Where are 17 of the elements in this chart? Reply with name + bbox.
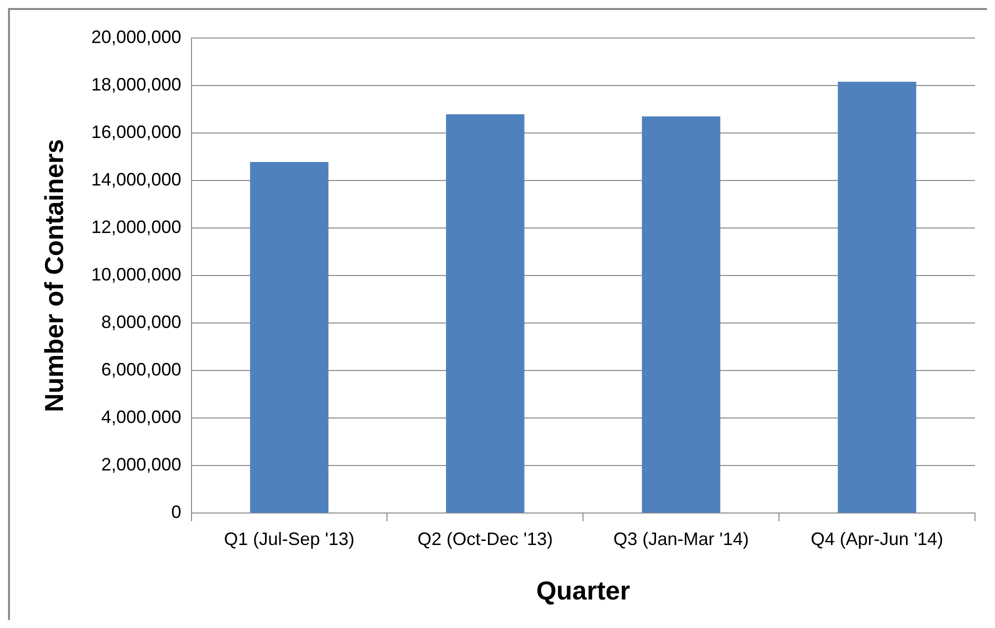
y-tick-label: 2,000,000 xyxy=(101,454,182,475)
y-tick-label: 0 xyxy=(171,502,182,522)
y-axis-title: Number of Containers xyxy=(38,139,69,412)
x-tick-label: Q4 (Apr-Jun '14) xyxy=(810,528,944,549)
y-tick-label: 18,000,000 xyxy=(91,74,182,94)
x-axis-title: Quarter xyxy=(536,576,630,606)
y-tick-label: 16,000,000 xyxy=(91,122,182,142)
y-tick-label: 14,000,000 xyxy=(91,170,182,190)
x-tick-label: Q3 (Jan-Mar '14) xyxy=(613,528,749,549)
y-tick-label: 12,000,000 xyxy=(91,217,182,238)
y-tick-label: 4,000,000 xyxy=(101,407,182,428)
y-tick-label: 10,000,000 xyxy=(91,264,182,285)
y-tick-label: 8,000,000 xyxy=(101,312,182,332)
y-tick-label: 6,000,000 xyxy=(101,360,182,380)
x-tick-label: Q2 (Oct-Dec '13) xyxy=(417,528,553,549)
x-tick-label: Q1 (Jul-Sep '13) xyxy=(224,528,354,549)
y-tick-label: 20,000,000 xyxy=(91,26,182,47)
